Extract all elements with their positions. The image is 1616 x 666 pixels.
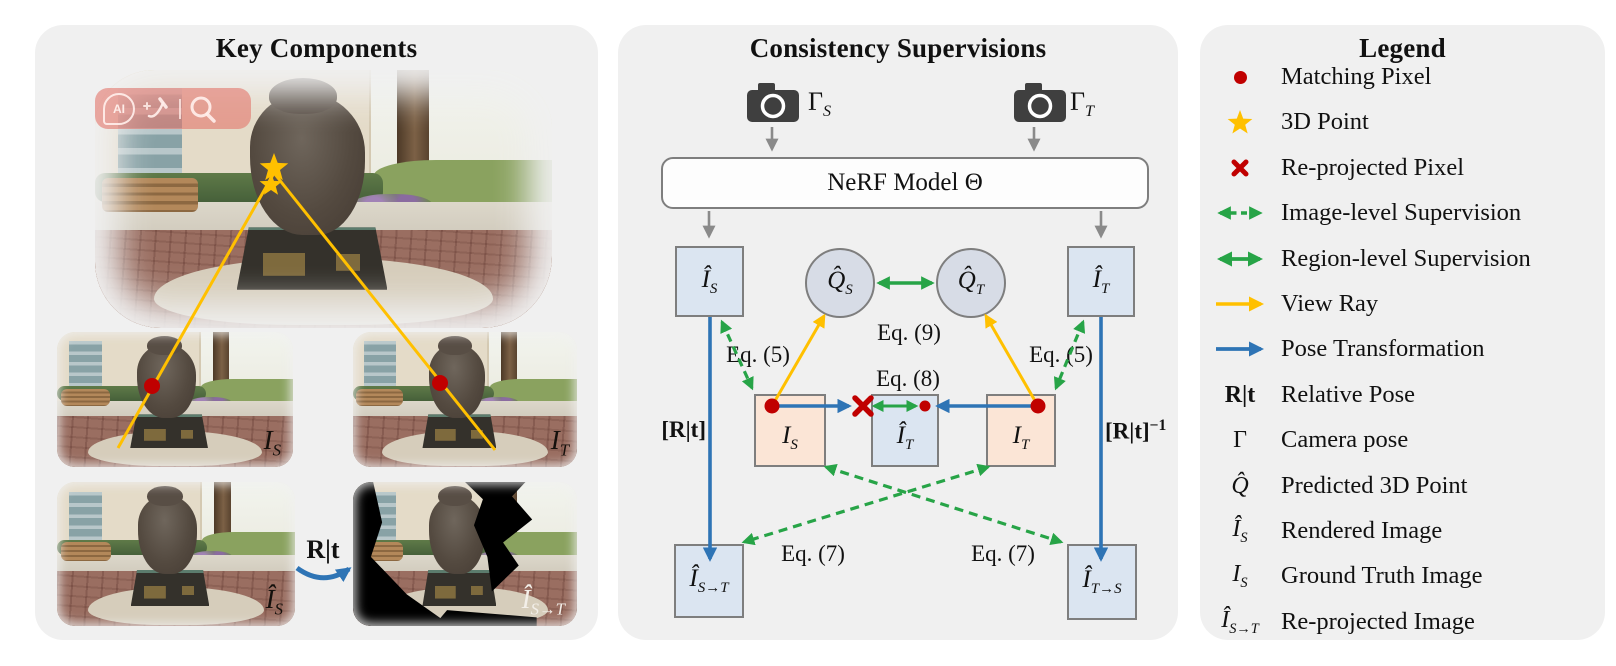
predicted-point-target-circle: Q̂T xyxy=(936,248,1006,318)
rendered-source-box: ÎS xyxy=(675,246,744,317)
target-image-label: IT xyxy=(550,424,569,460)
consistency-supervisions-title: Consistency Supervisions xyxy=(749,33,1047,63)
pen-edit-icon[interactable] xyxy=(142,95,172,123)
view-ray-arrow-icon xyxy=(1216,296,1265,312)
legend-item-pose-transformation: Pose Transformation xyxy=(1208,328,1599,370)
legend-item-image-level: Image-level Supervision xyxy=(1208,192,1599,234)
legend-item-region-level: Region-level Supervision xyxy=(1208,238,1599,280)
legend-item-relative-pose: R|t Relative Pose xyxy=(1224,381,1416,408)
image-level-supervision-arrow-icon xyxy=(1217,206,1263,220)
region-level-supervision-arrow-icon xyxy=(1216,251,1264,267)
predicted-point-source-circle: Q̂S xyxy=(805,248,875,318)
nerf-model-label: NeRF Model Θ xyxy=(827,169,983,196)
pose-left-label: [R|t] xyxy=(661,417,706,442)
legend-panel: Legend Matching Pixel 3D Point Re-projec… xyxy=(1200,25,1605,640)
legend-item-matching-pixel: Matching Pixel xyxy=(1208,56,1599,98)
camera-icon xyxy=(747,83,799,122)
camera-target-label: ΓT xyxy=(1070,87,1094,121)
eq7-left-label: Eq. (7) xyxy=(781,541,845,566)
camera-source-label: ΓS xyxy=(808,87,832,121)
magnifier-search-icon[interactable] xyxy=(188,94,218,124)
rendered-source-photo: ÎS xyxy=(57,482,295,626)
legend-item-view-ray: View Ray xyxy=(1208,283,1599,325)
legend-item-reprojected-pixel: Re-projected Pixel xyxy=(1208,147,1599,189)
camera-icon xyxy=(1014,83,1066,122)
key-components-panel: Key Components AI xyxy=(35,25,598,640)
reprojected-image-photo: ÎS→T xyxy=(353,482,577,626)
legend-item-camera-pose: Γ Camera pose xyxy=(1233,426,1409,453)
legend-item-predicted-3d-point: Q̂ Predicted 3D Point xyxy=(1231,472,1468,499)
relative-pose-label: R|t xyxy=(306,535,340,564)
reprojected-ts-box: ÎT→S xyxy=(1067,544,1137,620)
rendered-target-box: ÎT xyxy=(1067,246,1135,317)
eq9-label: Eq. (9) xyxy=(877,320,941,345)
legend-item-reprojected-image: ÎS→T Re-projected Image xyxy=(1221,606,1475,637)
ground-truth-source-box: IS xyxy=(754,394,826,467)
reprojected-pixel-cross-icon xyxy=(1231,159,1249,177)
3d-point-star-icon xyxy=(1227,110,1253,134)
legend-item-ground-truth-image: IS Ground Truth Image xyxy=(1232,560,1483,591)
rendered-target-center-box: ÎT xyxy=(871,394,939,467)
source-image-photo: IS xyxy=(57,332,293,467)
consistency-supervisions-panel: Consistency Supervisions ΓS ΓT NeRF Mode… xyxy=(618,25,1178,640)
eq8-label: Eq. (8) xyxy=(876,366,940,391)
matching-pixel-dot-icon xyxy=(1233,70,1247,84)
ai-assistant-icon[interactable]: AI xyxy=(103,92,135,125)
reprojected-image-label: ÎS→T xyxy=(521,583,565,619)
reprojected-st-box: ÎS→T xyxy=(674,544,744,618)
source-image-label: IS xyxy=(263,424,281,460)
ai-toolbar-overlay: AI xyxy=(95,88,251,129)
legend-item-3d-point: 3D Point xyxy=(1208,101,1599,143)
eq5-right-label: Eq. (5) xyxy=(1029,342,1093,367)
key-components-title: Key Components xyxy=(215,33,418,63)
ai-assistant-label: AI xyxy=(113,101,125,116)
target-image-photo: IT xyxy=(353,332,577,467)
legend-title: Legend xyxy=(1359,33,1446,63)
toolbar-divider xyxy=(179,98,181,119)
pose-transformation-arrow-icon xyxy=(1216,341,1265,357)
nerf-model-box: NeRF Model Θ xyxy=(661,157,1149,209)
ground-truth-target-box: IT xyxy=(986,394,1056,467)
rendered-source-label: ÎS xyxy=(265,583,283,619)
eq7-right-label: Eq. (7) xyxy=(971,541,1035,566)
eq5-left-label: Eq. (5) xyxy=(726,342,790,367)
reprojected-pixel-cross-icon xyxy=(852,395,874,417)
legend-item-rendered-image: ÎS Rendered Image xyxy=(1232,515,1443,546)
pose-transform-arc-arrow xyxy=(295,565,352,582)
pose-right-label: [R|t]−1 xyxy=(1105,417,1167,444)
